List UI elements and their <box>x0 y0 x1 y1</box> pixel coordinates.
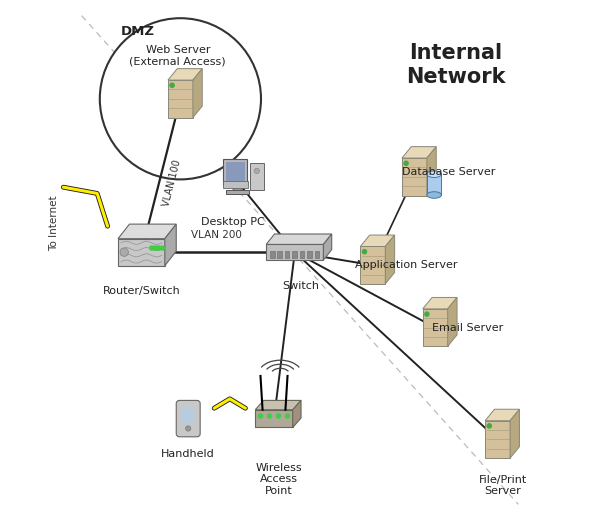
Polygon shape <box>402 158 427 196</box>
Circle shape <box>150 246 154 250</box>
Circle shape <box>425 312 429 316</box>
Text: Database Server: Database Server <box>401 166 495 177</box>
Polygon shape <box>168 80 193 118</box>
Ellipse shape <box>427 171 442 177</box>
Text: Handheld: Handheld <box>161 449 215 459</box>
Circle shape <box>120 248 128 256</box>
Polygon shape <box>226 162 245 181</box>
Circle shape <box>100 18 261 179</box>
Bar <box>285 251 289 258</box>
Polygon shape <box>427 147 436 196</box>
Text: DMZ: DMZ <box>121 24 155 38</box>
Polygon shape <box>223 181 248 188</box>
Polygon shape <box>168 69 202 80</box>
Bar <box>299 251 304 258</box>
Polygon shape <box>232 185 243 194</box>
Circle shape <box>160 246 164 250</box>
Bar <box>270 251 275 258</box>
Text: Desktop PC: Desktop PC <box>200 217 264 227</box>
Polygon shape <box>226 190 249 194</box>
Bar <box>292 251 297 258</box>
Bar <box>277 251 282 258</box>
Bar <box>314 251 319 258</box>
Polygon shape <box>118 239 165 266</box>
Text: VLAN 200: VLAN 200 <box>191 230 242 240</box>
Text: Internal
Network: Internal Network <box>406 43 506 87</box>
Circle shape <box>157 246 161 250</box>
Circle shape <box>362 250 367 254</box>
Circle shape <box>286 414 290 418</box>
Polygon shape <box>323 234 332 260</box>
Polygon shape <box>485 409 520 421</box>
Polygon shape <box>423 297 457 309</box>
Polygon shape <box>223 159 247 185</box>
Bar <box>307 251 312 258</box>
Circle shape <box>487 424 491 428</box>
Polygon shape <box>118 224 176 239</box>
Text: Application Server: Application Server <box>355 260 458 270</box>
Polygon shape <box>182 408 194 424</box>
Circle shape <box>268 414 272 418</box>
Text: To Internet: To Internet <box>50 196 59 251</box>
Polygon shape <box>510 409 520 458</box>
Polygon shape <box>255 400 301 410</box>
Circle shape <box>404 161 408 165</box>
Text: Router/Switch: Router/Switch <box>103 286 180 296</box>
Ellipse shape <box>427 192 442 198</box>
Text: Email Server: Email Server <box>432 322 503 333</box>
Text: Switch: Switch <box>283 281 320 291</box>
Circle shape <box>259 414 263 418</box>
Circle shape <box>254 168 259 174</box>
Circle shape <box>277 414 281 418</box>
Polygon shape <box>427 174 442 195</box>
Polygon shape <box>255 410 293 427</box>
Polygon shape <box>293 400 301 427</box>
Text: VLAN 100: VLAN 100 <box>161 159 183 207</box>
Polygon shape <box>266 234 332 244</box>
Polygon shape <box>361 235 395 246</box>
Circle shape <box>153 246 157 250</box>
Circle shape <box>170 83 174 87</box>
Polygon shape <box>361 246 385 284</box>
Polygon shape <box>385 235 395 284</box>
Polygon shape <box>402 147 436 158</box>
Polygon shape <box>165 224 176 266</box>
FancyBboxPatch shape <box>176 400 200 437</box>
Polygon shape <box>250 163 263 190</box>
Polygon shape <box>193 69 202 118</box>
Polygon shape <box>448 297 457 346</box>
Polygon shape <box>423 309 448 346</box>
Polygon shape <box>485 421 510 458</box>
Text: Wireless
Access
Point: Wireless Access Point <box>256 463 302 496</box>
Text: Web Server
(External Access): Web Server (External Access) <box>130 45 226 67</box>
Circle shape <box>185 426 191 431</box>
Text: File/Print
Server: File/Print Server <box>479 475 527 497</box>
Polygon shape <box>266 244 323 260</box>
